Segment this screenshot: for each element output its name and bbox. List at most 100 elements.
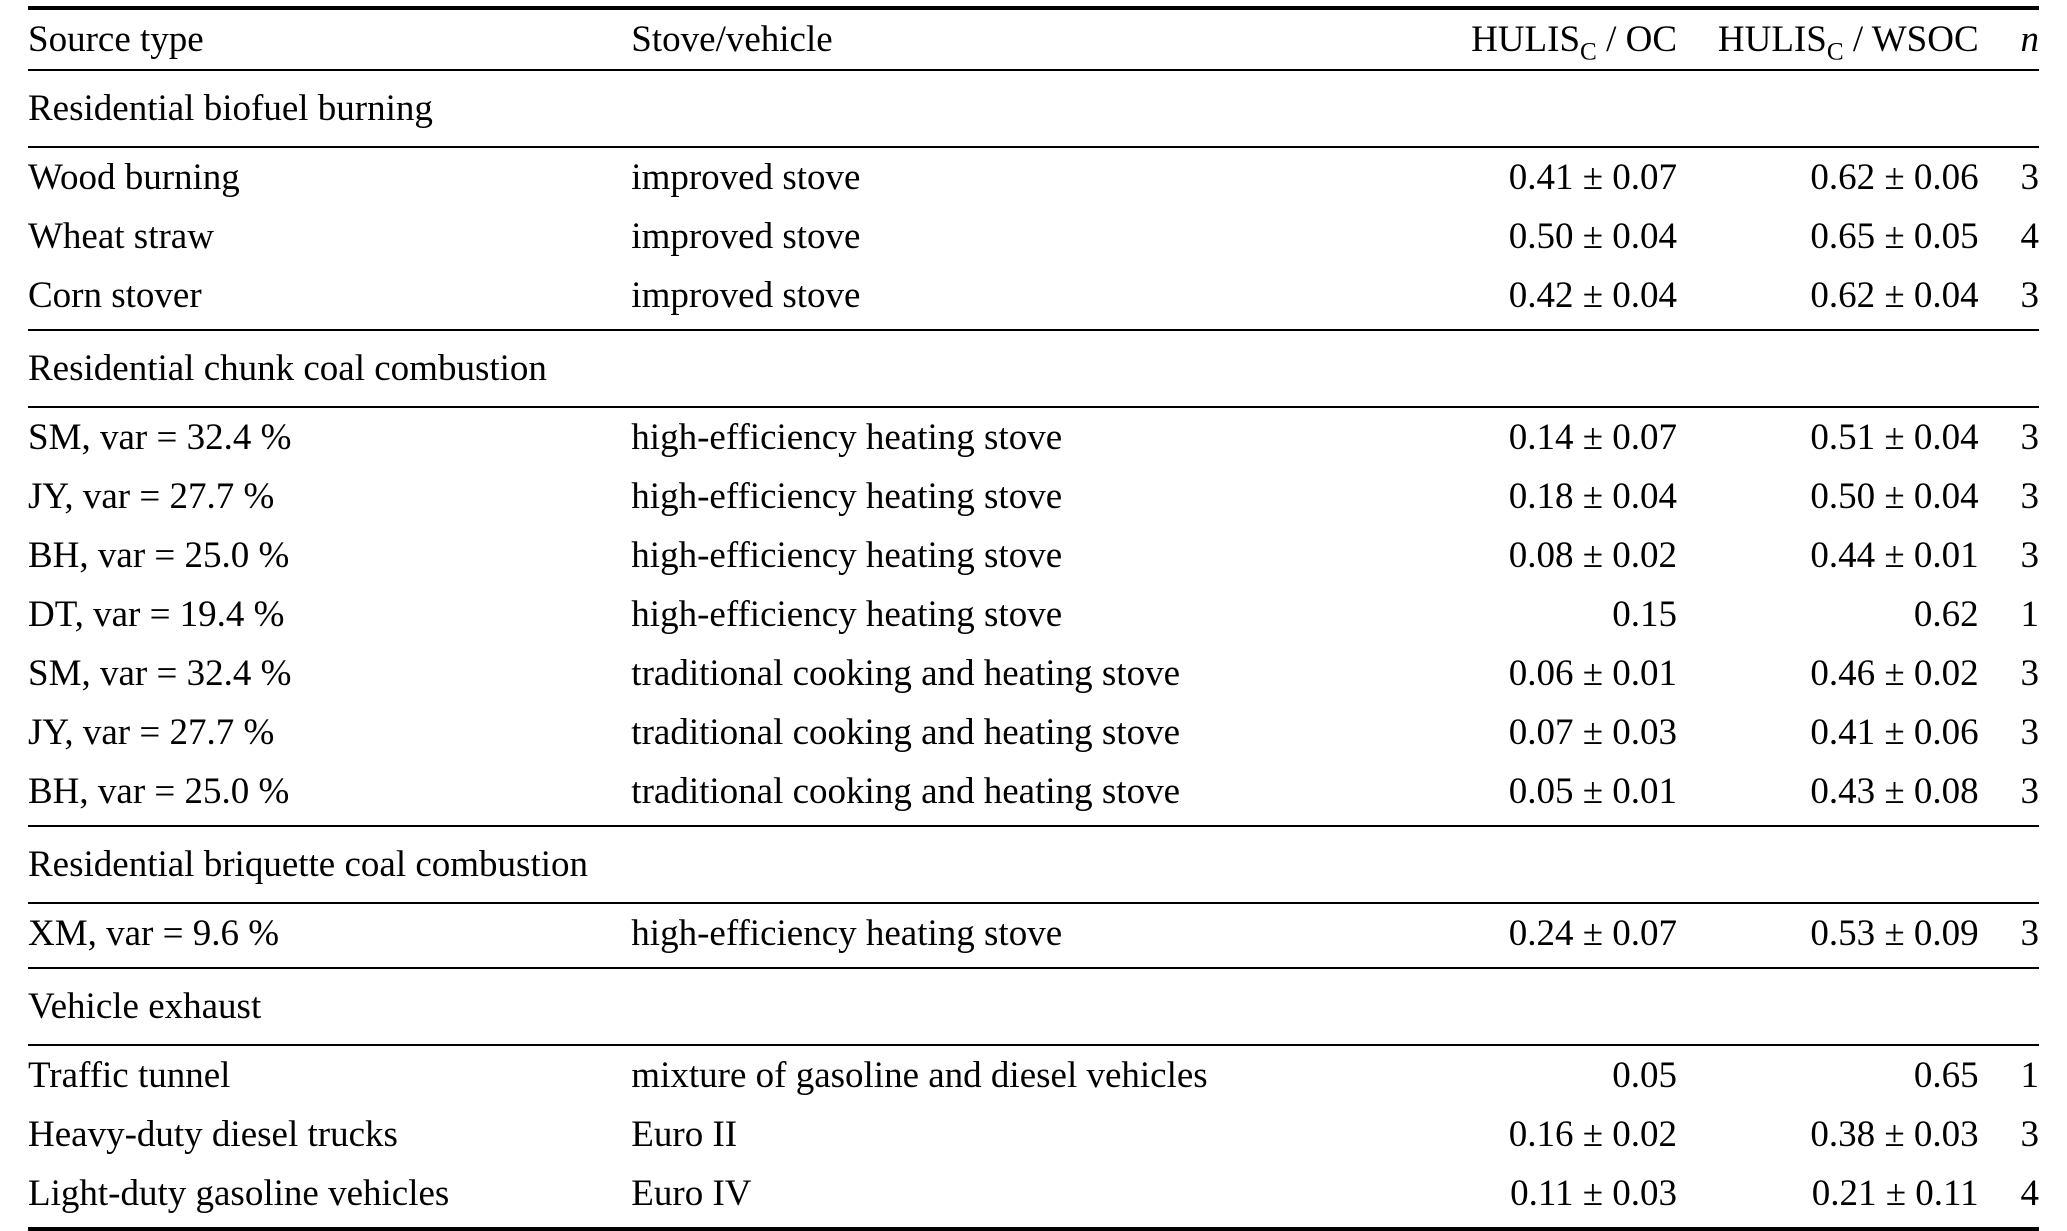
cell-stove: improved stove — [631, 157, 861, 198]
section-title: Residential chunk coal combustion — [28, 348, 547, 389]
cell-source: Traffic tunnel — [28, 1055, 231, 1096]
cell-stove: improved stove — [631, 216, 861, 257]
cell-stove: Euro IV — [631, 1173, 752, 1214]
cell-stove: traditional cooking and heating stove — [631, 771, 1180, 812]
cell-hulis-oc: 0.50 ± 0.04 — [1508, 216, 1677, 257]
cell-hulis-wsoc: 0.38 ± 0.03 — [1810, 1114, 1979, 1155]
cell-hulis-oc: 0.14 ± 0.07 — [1508, 417, 1677, 458]
cell-hulis-wsoc: 0.21 ± 0.11 — [1811, 1173, 1979, 1214]
cell-hulis-oc: 0.16 ± 0.02 — [1508, 1114, 1677, 1155]
cell-source: XM, var = 9.6 % — [28, 913, 280, 954]
cell-hulis-wsoc: 0.65 ± 0.05 — [1810, 216, 1979, 257]
cell-n: 3 — [2020, 653, 2040, 694]
table-row: Wood burning improved stove 0.41 ± 0.07 … — [28, 147, 2039, 207]
section-header: Residential chunk coal combustion — [28, 330, 2039, 407]
table-row: Light-duty gasoline vehicles Euro IV 0.1… — [28, 1164, 2039, 1229]
cell-stove: traditional cooking and heating stove — [631, 712, 1180, 753]
cell-source: Corn stover — [28, 275, 202, 316]
section-vehicle-exhaust: Vehicle exhaust Traffic tunnel mixture o… — [28, 968, 2039, 1229]
cell-n: 3 — [2020, 157, 2040, 198]
cell-hulis-oc: 0.06 ± 0.01 — [1508, 653, 1677, 694]
hulis-subscript: C — [1826, 38, 1844, 66]
cell-n: 3 — [2020, 476, 2040, 517]
cell-source: BH, var = 25.0 % — [28, 771, 290, 812]
cell-hulis-wsoc: 0.46 ± 0.02 — [1810, 653, 1979, 694]
cell-stove: high-efficiency heating stove — [631, 417, 1063, 458]
cell-hulis-oc: 0.11 ± 0.03 — [1510, 1173, 1677, 1214]
header-n: n — [2020, 19, 2040, 60]
table-row: SM, var = 32.4 % traditional cooking and… — [28, 644, 2039, 703]
cell-stove: mixture of gasoline and diesel vehicles — [631, 1055, 1208, 1096]
cell-stove: traditional cooking and heating stove — [631, 653, 1180, 694]
cell-n: 3 — [2020, 712, 2040, 753]
cell-source: DT, var = 19.4 % — [28, 594, 285, 635]
table-row: Corn stover improved stove 0.42 ± 0.04 0… — [28, 266, 2039, 330]
cell-n: 3 — [2020, 535, 2040, 576]
table-row: DT, var = 19.4 % high-efficiency heating… — [28, 585, 2039, 644]
hulis-subscript: C — [1580, 38, 1597, 66]
cell-source: JY, var = 27.7 % — [28, 476, 275, 517]
cell-hulis-wsoc: 0.41 ± 0.06 — [1810, 712, 1979, 753]
cell-source: Wheat straw — [28, 216, 214, 257]
cell-hulis-wsoc: 0.51 ± 0.04 — [1810, 417, 1979, 458]
section-title: Residential biofuel burning — [28, 88, 433, 129]
cell-hulis-wsoc: 0.44 ± 0.01 — [1810, 535, 1979, 576]
header-stove-vehicle: Stove/vehicle — [631, 19, 833, 60]
table-row: JY, var = 27.7 % high-efficiency heating… — [28, 467, 2039, 526]
cell-stove: high-efficiency heating stove — [631, 535, 1063, 576]
cell-source: BH, var = 25.0 % — [28, 535, 290, 576]
cell-n: 3 — [2020, 417, 2040, 458]
cell-hulis-wsoc: 0.62 — [1913, 594, 1979, 635]
header-source-type: Source type — [28, 19, 204, 60]
cell-hulis-oc: 0.24 ± 0.07 — [1508, 913, 1677, 954]
cell-hulis-oc: 0.15 — [1612, 594, 1677, 635]
table-row: Wheat straw improved stove 0.50 ± 0.04 0… — [28, 207, 2039, 266]
hulis-label: HULIS — [1717, 19, 1827, 60]
table-row: SM, var = 32.4 % high-efficiency heating… — [28, 407, 2039, 467]
header-hulis-wsoc: HULISC / WSOC — [1677, 8, 1979, 70]
cell-hulis-wsoc: 0.62 ± 0.04 — [1810, 275, 1979, 316]
cell-hulis-oc: 0.08 ± 0.02 — [1508, 535, 1677, 576]
table-row: XM, var = 9.6 % high-efficiency heating … — [28, 903, 2039, 968]
cell-hulis-oc: 0.18 ± 0.04 — [1508, 476, 1677, 517]
cell-n: 3 — [2020, 275, 2040, 316]
cell-hulis-oc: 0.05 — [1612, 1055, 1677, 1096]
section-header: Residential briquette coal combustion — [28, 826, 2039, 903]
cell-hulis-oc: 0.42 ± 0.04 — [1508, 275, 1677, 316]
cell-n: 3 — [2020, 1114, 2040, 1155]
cell-n: 4 — [2020, 1173, 2040, 1214]
header-hulis-oc: HULISC / OC — [1395, 8, 1677, 70]
cell-stove: Euro II — [631, 1114, 738, 1155]
cell-hulis-oc: 0.05 ± 0.01 — [1508, 771, 1677, 812]
section-title: Vehicle exhaust — [28, 986, 262, 1027]
cell-hulis-wsoc: 0.62 ± 0.06 — [1810, 157, 1979, 198]
table-row: Heavy-duty diesel trucks Euro II 0.16 ± … — [28, 1105, 2039, 1164]
cell-hulis-wsoc: 0.65 — [1913, 1055, 1979, 1096]
section-header: Vehicle exhaust — [28, 968, 2039, 1045]
cell-hulis-wsoc: 0.43 ± 0.08 — [1810, 771, 1979, 812]
section-briquette-coal: Residential briquette coal combustion XM… — [28, 826, 2039, 968]
table-row: BH, var = 25.0 % high-efficiency heating… — [28, 526, 2039, 585]
cell-hulis-oc: 0.41 ± 0.07 — [1508, 157, 1677, 198]
emission-ratios-table: Source type Stove/vehicle HULISC / OC HU… — [28, 6, 2039, 1231]
table-row: JY, var = 27.7 % traditional cooking and… — [28, 703, 2039, 762]
hulis-wsoc-suffix: / WSOC — [1843, 19, 1979, 60]
table-row: Traffic tunnel mixture of gasoline and d… — [28, 1045, 2039, 1105]
cell-source: Light-duty gasoline vehicles — [28, 1173, 450, 1214]
cell-n: 1 — [2020, 594, 2040, 635]
cell-source: JY, var = 27.7 % — [28, 712, 275, 753]
cell-n: 3 — [2020, 771, 2040, 812]
cell-hulis-oc: 0.07 ± 0.03 — [1508, 712, 1677, 753]
cell-n: 1 — [2020, 1055, 2040, 1096]
cell-stove: high-efficiency heating stove — [631, 913, 1063, 954]
cell-hulis-wsoc: 0.53 ± 0.09 — [1810, 913, 1979, 954]
cell-stove: improved stove — [631, 275, 861, 316]
cell-source: Wood burning — [28, 157, 240, 198]
cell-stove: high-efficiency heating stove — [631, 476, 1063, 517]
cell-source: Heavy-duty diesel trucks — [28, 1114, 398, 1155]
cell-n: 4 — [2020, 216, 2040, 257]
section-biofuel: Residential biofuel burning Wood burning… — [28, 70, 2039, 330]
cell-source: SM, var = 32.4 % — [28, 417, 292, 458]
cell-hulis-wsoc: 0.50 ± 0.04 — [1810, 476, 1979, 517]
